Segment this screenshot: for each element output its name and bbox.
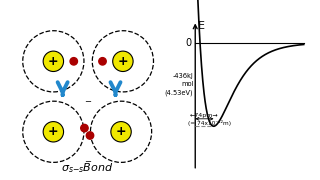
Text: +: + xyxy=(117,55,128,68)
Circle shape xyxy=(23,31,84,92)
Circle shape xyxy=(70,58,77,65)
Circle shape xyxy=(86,132,94,139)
Text: E: E xyxy=(198,21,205,31)
Circle shape xyxy=(81,124,88,132)
Text: +: + xyxy=(48,55,59,68)
Circle shape xyxy=(43,122,64,142)
Circle shape xyxy=(99,58,106,65)
Circle shape xyxy=(91,101,152,162)
Text: −: − xyxy=(84,98,91,107)
Circle shape xyxy=(23,101,84,162)
Text: −: − xyxy=(84,157,91,166)
Text: $\sigma_{s\mathregular{-}s}$Bond: $\sigma_{s\mathregular{-}s}$Bond xyxy=(61,162,114,175)
Circle shape xyxy=(43,51,64,71)
Text: ←74pm→: ←74pm→ xyxy=(190,113,219,118)
Text: (= 74x10⁻¹²m): (= 74x10⁻¹²m) xyxy=(188,120,231,126)
Circle shape xyxy=(113,51,133,71)
Text: +: + xyxy=(48,125,59,138)
Text: 0: 0 xyxy=(185,38,192,48)
Text: +: + xyxy=(116,125,126,138)
Text: -436kJ
mol
(4.53eV): -436kJ mol (4.53eV) xyxy=(165,73,193,96)
Circle shape xyxy=(92,31,154,92)
Circle shape xyxy=(111,122,131,142)
